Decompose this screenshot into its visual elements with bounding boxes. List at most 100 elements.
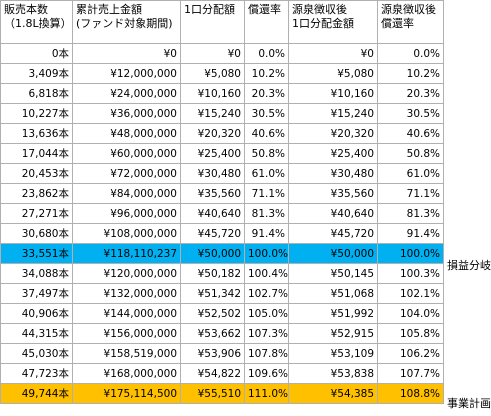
cell-distribution-per-unit: ¥53,906	[180, 343, 245, 364]
cell-after-tax-distribution: ¥51,992	[288, 303, 378, 324]
cell-after-tax-rate: 10.2%	[377, 63, 444, 84]
cell-after-tax-distribution: ¥50,145	[288, 263, 378, 284]
cell-after-tax-rate: 105.8%	[377, 323, 444, 344]
cell-distribution-per-unit: ¥54,822	[180, 363, 245, 384]
cell-cumulative-sales: ¥72,000,000	[72, 163, 181, 184]
cell-after-tax-distribution: ¥45,720	[288, 223, 378, 244]
cell-redemption-rate: 105.0%	[244, 303, 289, 324]
table-row: 45,030本 ¥158,519,000 ¥53,906 107.8% ¥53,109 1…	[0, 343, 444, 364]
cell-cumulative-sales: ¥108,000,000	[72, 223, 181, 244]
table-row: 10,227本 ¥36,000,000 ¥15,240 30.5% ¥15,240 30.…	[0, 103, 444, 124]
cell-after-tax-rate: 40.6%	[377, 123, 444, 144]
cell-after-tax-rate: 104.0%	[377, 303, 444, 324]
cell-cumulative-sales: ¥156,000,000	[72, 323, 181, 344]
cell-after-tax-distribution: ¥50,000	[288, 243, 378, 264]
cell-redemption-rate: 20.3%	[244, 83, 289, 104]
cell-distribution-per-unit: ¥10,160	[180, 83, 245, 104]
header-cell-redemption-rate: 償還率	[244, 0, 289, 44]
table-row: 30,680本 ¥108,000,000 ¥45,720 91.4% ¥45,720 91…	[0, 223, 444, 244]
cell-bottles: 47,723本	[0, 363, 73, 384]
cell-after-tax-distribution: ¥5,080	[288, 63, 378, 84]
cell-after-tax-rate: 71.1%	[377, 183, 444, 204]
distribution-table: 販売本数 （1.8L換算） 累計売上金額 (ファンド対象期間) 1口分配額 償還率 …	[0, 0, 444, 404]
cell-after-tax-rate: 81.3%	[377, 203, 444, 224]
cell-after-tax-rate: 20.3%	[377, 83, 444, 104]
cell-cumulative-sales: ¥175,114,500	[72, 383, 181, 404]
cell-after-tax-distribution: ¥0	[288, 43, 378, 64]
cell-cumulative-sales: ¥0	[72, 43, 181, 64]
cell-cumulative-sales: ¥36,000,000	[72, 103, 181, 124]
cell-redemption-rate: 100.0%	[244, 243, 289, 264]
header-cell-after-tax-rate: 源泉徴収後 償還率	[377, 0, 444, 44]
cell-distribution-per-unit: ¥20,320	[180, 123, 245, 144]
cell-bottles: 40,906本	[0, 303, 73, 324]
table-row: 0本 ¥0 ¥0 0.0% ¥0 0.0%	[0, 43, 444, 64]
cell-distribution-per-unit: ¥30,480	[180, 163, 245, 184]
cell-distribution-per-unit: ¥25,400	[180, 143, 245, 164]
cell-after-tax-distribution: ¥53,109	[288, 343, 378, 364]
cell-bottles: 30,680本	[0, 223, 73, 244]
cell-after-tax-rate: 61.0%	[377, 163, 444, 184]
cell-cumulative-sales: ¥12,000,000	[72, 63, 181, 84]
cell-cumulative-sales: ¥132,000,000	[72, 283, 181, 304]
cell-bottles: 20,453本	[0, 163, 73, 184]
table-row: 23,862本 ¥84,000,000 ¥35,560 71.1% ¥35,560 71.…	[0, 183, 444, 204]
cell-after-tax-distribution: ¥53,838	[288, 363, 378, 384]
cell-redemption-rate: 40.6%	[244, 123, 289, 144]
cell-bottles: 33,551本	[0, 243, 73, 264]
table-row: 40,906本 ¥144,000,000 ¥52,502 105.0% ¥51,992 1…	[0, 303, 444, 324]
table-row: 33,551本 ¥118,110,237 ¥50,000 100.0% ¥50,000 1…	[0, 243, 444, 264]
header-row: 販売本数 （1.8L換算） 累計売上金額 (ファンド対象期間) 1口分配額 償還率 …	[0, 0, 444, 44]
cell-redemption-rate: 50.8%	[244, 143, 289, 164]
cell-redemption-rate: 91.4%	[244, 223, 289, 244]
table-row: 17,044本 ¥60,000,000 ¥25,400 50.8% ¥25,400 50.…	[0, 143, 444, 164]
cell-after-tax-rate: 30.5%	[377, 103, 444, 124]
table-row: 34,088本 ¥120,000,000 ¥50,182 100.4% ¥50,145 1…	[0, 263, 444, 284]
cell-cumulative-sales: ¥48,000,000	[72, 123, 181, 144]
cell-after-tax-distribution: ¥52,915	[288, 323, 378, 344]
cell-bottles: 0本	[0, 43, 73, 64]
header-cell-after-tax-distribution: 源泉徴収後 1口分配金額	[288, 0, 378, 44]
cell-after-tax-distribution: ¥20,320	[288, 123, 378, 144]
cell-after-tax-rate: 107.7%	[377, 363, 444, 384]
cell-redemption-rate: 109.6%	[244, 363, 289, 384]
cell-distribution-per-unit: ¥53,662	[180, 323, 245, 344]
cell-cumulative-sales: ¥144,000,000	[72, 303, 181, 324]
table-row: 27,271本 ¥96,000,000 ¥40,640 81.3% ¥40,640 81.…	[0, 203, 444, 224]
cell-bottles: 27,271本	[0, 203, 73, 224]
header-cell-cumulative-sales: 累計売上金額 (ファンド対象期間)	[72, 0, 181, 44]
table-row: 37,497本 ¥132,000,000 ¥51,342 102.7% ¥51,068 1…	[0, 283, 444, 304]
cell-after-tax-rate: 91.4%	[377, 223, 444, 244]
cell-bottles: 49,744本	[0, 383, 73, 404]
cell-after-tax-rate: 0.0%	[377, 43, 444, 64]
cell-distribution-per-unit: ¥45,720	[180, 223, 245, 244]
cell-after-tax-distribution: ¥40,640	[288, 203, 378, 224]
cell-bottles: 45,030本	[0, 343, 73, 364]
cell-bottles: 44,315本	[0, 323, 73, 344]
header-cell-bottles: 販売本数 （1.8L換算）	[0, 0, 73, 44]
cell-redemption-rate: 102.7%	[244, 283, 289, 304]
cell-after-tax-rate: 106.2%	[377, 343, 444, 364]
cell-redemption-rate: 107.3%	[244, 323, 289, 344]
business-plan-label: 事業計画	[447, 397, 491, 410]
table-row: 6,818本 ¥24,000,000 ¥10,160 20.3% ¥10,160 20.3…	[0, 83, 444, 104]
cell-redemption-rate: 107.8%	[244, 343, 289, 364]
cell-cumulative-sales: ¥84,000,000	[72, 183, 181, 204]
cell-cumulative-sales: ¥60,000,000	[72, 143, 181, 164]
cell-bottles: 34,088本	[0, 263, 73, 284]
cell-bottles: 10,227本	[0, 103, 73, 124]
cell-redemption-rate: 10.2%	[244, 63, 289, 84]
table-row: 47,723本 ¥168,000,000 ¥54,822 109.6% ¥53,838 1…	[0, 363, 444, 384]
cell-distribution-per-unit: ¥15,240	[180, 103, 245, 124]
cell-after-tax-distribution: ¥35,560	[288, 183, 378, 204]
cell-distribution-per-unit: ¥52,502	[180, 303, 245, 324]
cell-cumulative-sales: ¥158,519,000	[72, 343, 181, 364]
cell-cumulative-sales: ¥118,110,237	[72, 243, 181, 264]
cell-distribution-per-unit: ¥50,182	[180, 263, 245, 284]
cell-after-tax-distribution: ¥25,400	[288, 143, 378, 164]
cell-cumulative-sales: ¥168,000,000	[72, 363, 181, 384]
cell-bottles: 3,409本	[0, 63, 73, 84]
cell-redemption-rate: 30.5%	[244, 103, 289, 124]
table-row: 13,636本 ¥48,000,000 ¥20,320 40.6% ¥20,320 40.…	[0, 123, 444, 144]
cell-redemption-rate: 81.3%	[244, 203, 289, 224]
